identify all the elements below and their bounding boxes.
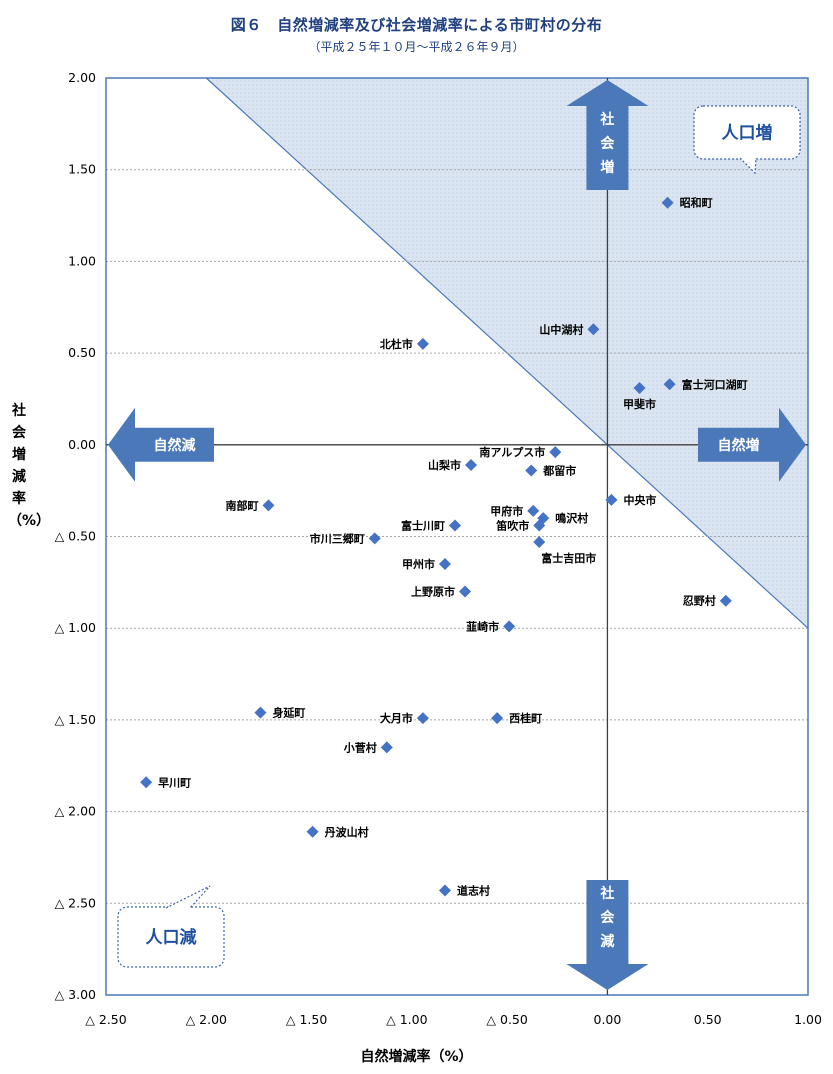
population-increase-callout-box	[693, 105, 801, 160]
data-point	[438, 884, 451, 897]
point-label: 丹波山村	[325, 825, 369, 839]
point-label: 笛吹市	[495, 518, 529, 532]
social-increase-arrow-label: 社	[599, 111, 614, 128]
x-tick-label: 0.00	[594, 1012, 622, 1027]
data-point	[380, 741, 393, 754]
data-point	[633, 381, 646, 394]
social-decrease-arrow-label: 社	[599, 885, 614, 902]
data-point	[448, 519, 461, 532]
point-label: 北杜市	[380, 337, 413, 351]
point-label: 忍野村	[683, 594, 716, 608]
x-tick-label: 1.00	[794, 1012, 822, 1027]
social-increase-arrow-label: 増	[600, 159, 614, 176]
data-point	[368, 532, 381, 545]
point-label: 中央市	[623, 493, 656, 507]
point-label: 富士河口湖町	[682, 377, 748, 391]
y-tick-label: 1.00	[68, 253, 96, 268]
social-decrease-arrow	[566, 880, 649, 990]
y-tick-label: △ 1.50	[55, 712, 96, 727]
x-axis-label: 自然増減率（%）	[360, 1049, 473, 1065]
population-decrease-callout: 人口減	[117, 885, 225, 968]
plot-frame	[105, 77, 809, 996]
social-decrease-arrow-label: 減	[600, 933, 614, 950]
data-point	[533, 536, 546, 549]
data-point	[587, 323, 600, 336]
point-label: 富士吉田市	[541, 551, 596, 565]
point-label: 早川町	[158, 776, 191, 789]
y-tick-label: 0.50	[68, 345, 96, 360]
point-label: 韮崎市	[466, 619, 499, 633]
y-tick-label: 0.00	[68, 437, 96, 452]
y-tick-label: △ 0.50	[55, 529, 96, 544]
point-label: 甲斐市	[623, 397, 656, 411]
data-point	[459, 585, 472, 598]
population-increase-callout-label: 人口増	[722, 123, 773, 144]
x-tick-label: △ 1.00	[386, 1012, 427, 1027]
point-label: 南アルプス市	[479, 445, 545, 459]
point-label: 道志村	[457, 883, 490, 897]
point-label: 山中湖村	[539, 322, 583, 336]
point-label: 小菅村	[343, 740, 377, 754]
data-point	[525, 464, 538, 477]
y-tick-label: 2.00	[68, 70, 96, 85]
point-label: 大月市	[380, 711, 413, 725]
y-tick-label: 1.50	[68, 162, 96, 177]
data-point	[465, 458, 478, 471]
natural-decrease-arrow-label: 自然減	[154, 437, 196, 454]
data-point	[663, 378, 676, 391]
data-point	[254, 706, 267, 719]
data-point	[549, 446, 562, 459]
data-point	[438, 558, 451, 571]
social-increase-arrow-label: 会	[600, 135, 615, 152]
point-label: 昭和町	[680, 196, 713, 210]
data-point	[605, 493, 618, 506]
y-tick-label: △ 1.00	[55, 620, 96, 635]
point-label: 富士川町	[401, 518, 445, 532]
population-decrease-callout-tail	[165, 885, 211, 909]
data-point	[527, 504, 540, 517]
point-label: 都留市	[542, 463, 576, 477]
y-axis-label: 社会増減率（%）	[8, 403, 51, 529]
point-label: 甲州市	[402, 557, 435, 571]
point-label: 西桂町	[509, 711, 542, 725]
data-point	[661, 196, 674, 209]
data-point	[140, 776, 153, 789]
x-tick-label: 0.50	[694, 1012, 722, 1027]
data-point	[533, 519, 546, 532]
data-point	[491, 712, 504, 725]
chart-title: 図６ 自然増減率及び社会増減率による市町村の分布	[230, 16, 603, 34]
y-tick-label: △ 2.50	[55, 895, 96, 910]
y-tick-label: △ 2.00	[55, 804, 96, 819]
point-label: 南部町	[225, 498, 258, 512]
population-increase-callout-tail	[739, 157, 757, 175]
natural-increase-arrow	[698, 407, 806, 482]
x-tick-label: △ 0.50	[486, 1012, 527, 1027]
data-point	[503, 620, 516, 633]
point-label: 鳴沢村	[555, 511, 588, 525]
data-point	[306, 825, 319, 838]
x-tick-label: △ 2.50	[85, 1012, 126, 1027]
population-increase-callout: 人口増	[693, 105, 801, 175]
point-label: 甲府市	[490, 504, 523, 518]
data-point	[416, 712, 429, 725]
point-label: 身延町	[272, 706, 305, 720]
y-tick-label: △ 3.00	[55, 987, 96, 1002]
point-label: 山梨市	[428, 458, 461, 472]
natural-increase-arrow-label: 自然増	[718, 437, 760, 454]
data-point	[416, 337, 429, 350]
point-label: 市川三郷町	[310, 531, 365, 545]
population-decrease-callout-label: 人口減	[146, 927, 197, 948]
x-tick-label: △ 2.00	[186, 1012, 227, 1027]
data-point	[262, 499, 275, 512]
point-label: 上野原市	[411, 585, 455, 599]
chart-subtitle: （平成２５年１０月〜平成２６年９月）	[308, 40, 525, 54]
natural-decrease-arrow	[108, 407, 214, 482]
social-increase-arrow	[566, 80, 649, 190]
social-decrease-arrow-label: 会	[600, 909, 615, 926]
x-tick-label: △ 1.50	[286, 1012, 327, 1027]
data-point	[719, 594, 732, 607]
